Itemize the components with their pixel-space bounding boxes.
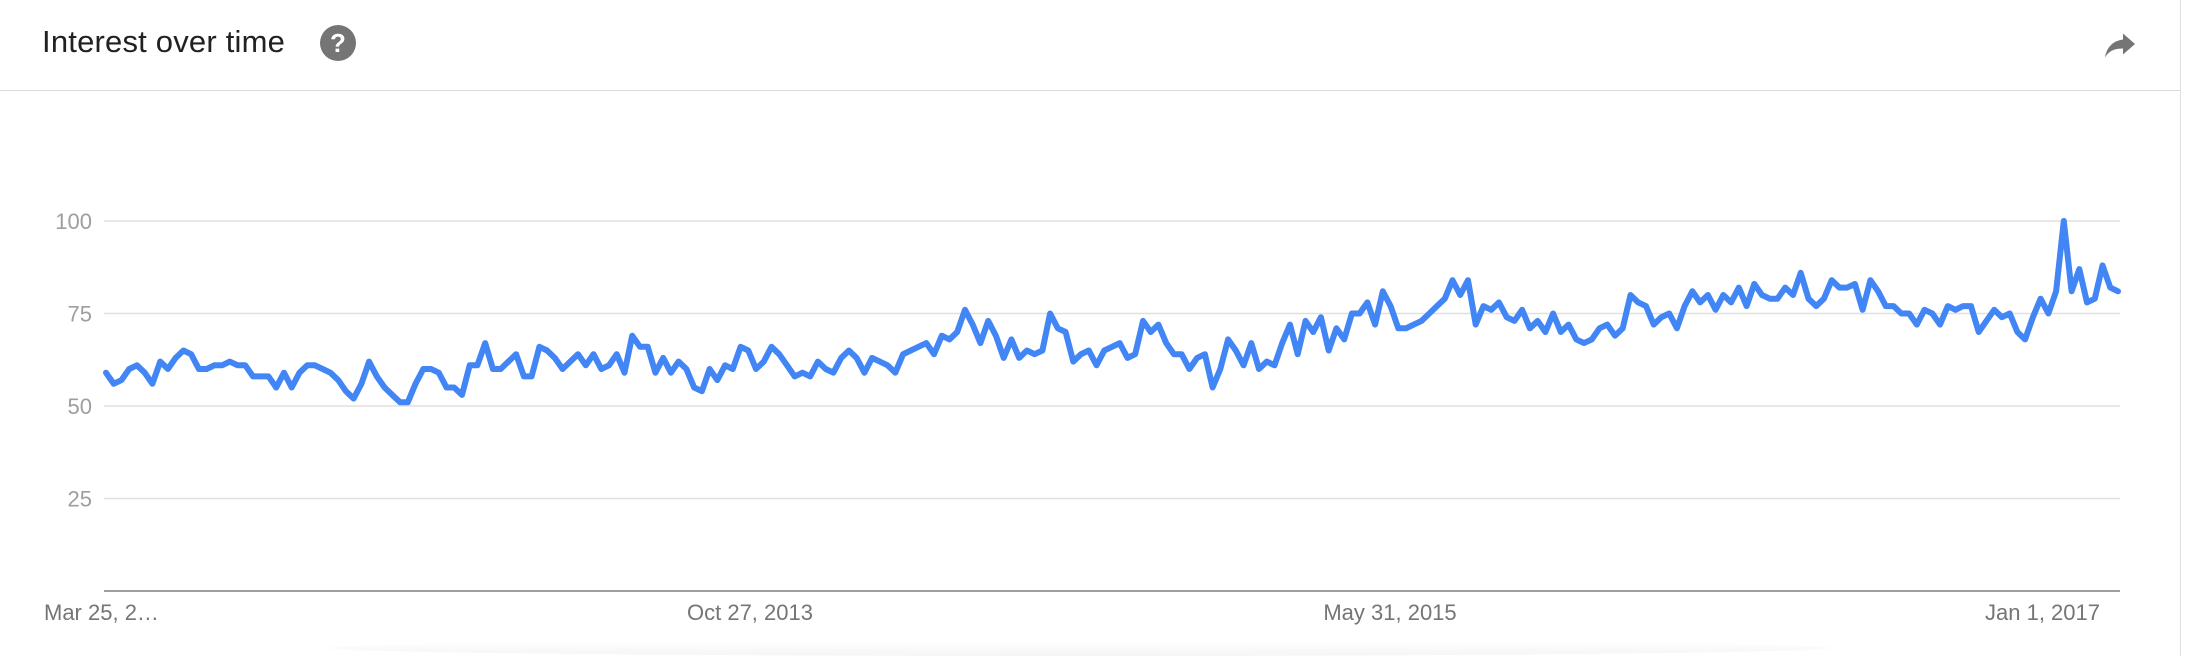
y-tick-label-25: 25 bbox=[68, 487, 92, 512]
share-arrow-icon[interactable] bbox=[2100, 26, 2140, 62]
card-bottom-shadow bbox=[330, 640, 1830, 656]
card-header: Interest over time ? bbox=[0, 0, 2180, 91]
x-tick-label-1: Oct 27, 2013 bbox=[687, 600, 813, 625]
x-tick-label-2: May 31, 2015 bbox=[1323, 600, 1456, 625]
grid-lines bbox=[104, 220, 2120, 592]
y-tick-label-100: 100 bbox=[55, 209, 92, 234]
series-lines bbox=[103, 218, 2121, 406]
line-chart: 25 50 75 100 Mar 25, 2… Oct 27, 2013 May 31, … bbox=[44, 209, 2121, 625]
series-line-0[interactable] bbox=[103, 218, 2121, 406]
help-circle-icon[interactable]: ? bbox=[320, 25, 356, 61]
x-tick-label-3: Jan 1, 2017 bbox=[1985, 600, 2100, 625]
y-tick-labels: 25 50 75 100 bbox=[55, 209, 92, 512]
y-tick-label-50: 50 bbox=[68, 394, 92, 419]
y-tick-label-75: 75 bbox=[68, 302, 92, 327]
x-tick-label-0: Mar 25, 2… bbox=[44, 600, 159, 625]
card-title: Interest over time bbox=[42, 24, 286, 59]
x-tick-labels: Mar 25, 2… Oct 27, 2013 May 31, 2015 Jan 1,… bbox=[44, 600, 2100, 625]
